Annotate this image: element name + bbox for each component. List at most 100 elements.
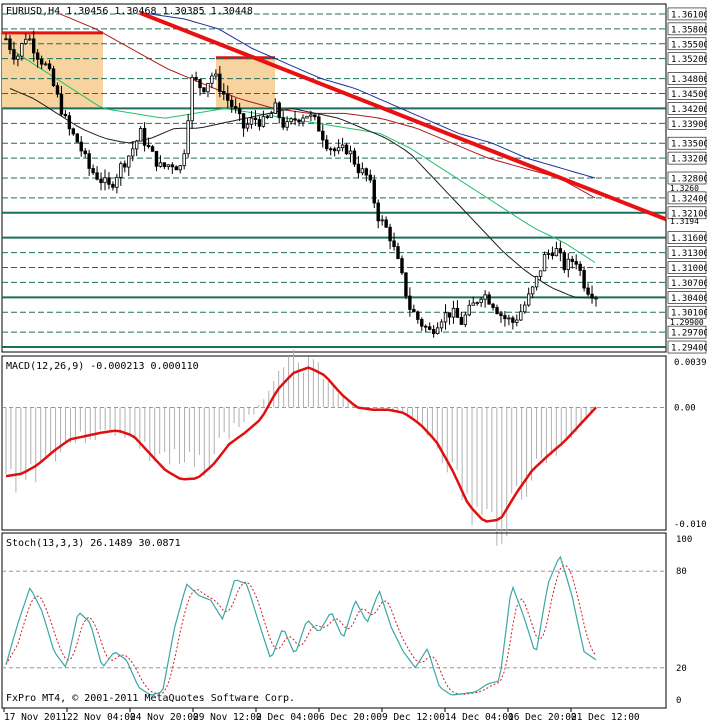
macd-axis-label: -0.01019 xyxy=(674,520,707,530)
candle-body xyxy=(321,130,325,141)
candle-body xyxy=(467,304,471,316)
candle-body xyxy=(119,163,123,178)
candle-body xyxy=(455,307,460,318)
candle-body xyxy=(95,172,99,180)
candle-body xyxy=(289,118,293,123)
candle-body xyxy=(479,298,483,304)
candle-body xyxy=(214,73,218,77)
candle-body xyxy=(59,93,64,115)
price-level-label: 1.33900 xyxy=(671,120,707,130)
candle-body xyxy=(150,146,155,152)
candle-body xyxy=(131,148,135,157)
price-level-label: 1.34500 xyxy=(671,90,707,100)
candle-body xyxy=(495,307,499,315)
candle-body xyxy=(534,275,539,288)
candle-body xyxy=(134,140,139,150)
candle-body xyxy=(261,116,266,127)
candle-body xyxy=(39,58,44,65)
descending-trendline xyxy=(139,11,667,222)
price-level-label: 1.36100 xyxy=(671,10,707,20)
price-level-label: 1.35200 xyxy=(671,55,707,65)
candle-body xyxy=(550,253,555,257)
candle-body xyxy=(352,150,357,165)
price-level-label: 1.33500 xyxy=(671,140,707,150)
price-level-label: 1.34800 xyxy=(671,75,707,85)
candle-body xyxy=(91,168,95,174)
candle-body xyxy=(340,144,345,149)
stoch-k-line xyxy=(5,555,597,696)
price-panel[interactable]: 1.36100 1.35800 1.35500 1.35200 1.34800 1.345… xyxy=(1,3,707,354)
candle-body xyxy=(281,117,285,128)
candle-body xyxy=(237,108,242,115)
candle-body xyxy=(115,176,119,188)
price-level-label: 1.35500 xyxy=(671,40,707,50)
candle-body xyxy=(297,119,301,123)
candle-body xyxy=(511,317,515,323)
candle-body xyxy=(400,258,404,274)
candle-body xyxy=(138,128,143,142)
price-tag-box xyxy=(667,87,707,100)
candle-body xyxy=(206,82,210,93)
candle-body xyxy=(336,147,341,152)
candle-body xyxy=(123,163,127,168)
copyright-footer: FxPro MT4, © 2001-2011 MetaQuotes Softwa… xyxy=(6,693,295,704)
time-axis-label: 22 Nov 04:00 xyxy=(67,712,136,723)
candle-body xyxy=(582,270,586,289)
time-axis-label: 24 Nov 20:00 xyxy=(130,712,199,723)
price-tag-box xyxy=(667,151,707,165)
candle-body xyxy=(364,168,369,176)
candle-body xyxy=(174,166,178,171)
candle-body xyxy=(71,128,76,135)
price-level-label: 1.31300 xyxy=(671,249,707,259)
candle-body xyxy=(265,116,270,118)
candle-body xyxy=(519,311,523,321)
candle-body xyxy=(75,133,79,143)
candle-body xyxy=(503,315,507,320)
candle-body xyxy=(127,155,131,168)
candle-body xyxy=(230,99,234,107)
candle-body xyxy=(538,270,543,277)
candle-body xyxy=(566,258,570,271)
candle-body xyxy=(182,153,186,167)
candle-body xyxy=(24,38,28,44)
candle-body xyxy=(43,63,48,66)
stochastic-panel-title: Stoch(13,3,3) 26.1489 30.0871 xyxy=(6,538,181,549)
candle-body xyxy=(530,286,535,295)
candle-body xyxy=(166,164,171,168)
time-axis-label: 14 Dec 04:00 xyxy=(445,712,514,723)
candle-body xyxy=(590,293,594,299)
stoch-axis-label: 0 xyxy=(676,696,681,706)
candle-body xyxy=(51,68,56,87)
price-level-label: 1.31600 xyxy=(671,234,707,244)
price-marker-label: 1.3194 xyxy=(670,217,699,226)
ma-blue-line xyxy=(149,13,596,179)
candle-body xyxy=(293,118,297,121)
candle-body xyxy=(249,117,254,125)
price-tag-box xyxy=(667,37,707,51)
price-tag-box xyxy=(667,52,707,65)
price-level-label: 1.29700 xyxy=(671,329,707,339)
candle-body xyxy=(162,162,167,168)
macd-axis-label: 0.00 xyxy=(674,403,696,413)
candle-body xyxy=(4,38,8,41)
macd-panel[interactable]: 0.00397 0.00 -0.01019 xyxy=(1,349,707,546)
candle-body xyxy=(218,73,222,92)
candle-body xyxy=(376,202,380,222)
candle-body xyxy=(233,106,238,109)
candle-body xyxy=(67,115,72,130)
price-tag-box xyxy=(667,291,707,304)
candle-body xyxy=(348,150,353,155)
candle-body xyxy=(79,141,83,152)
price-tag-box xyxy=(667,231,707,244)
candle-body xyxy=(111,183,115,188)
candle-body xyxy=(178,165,182,171)
stochastic-panel[interactable]: 100 80 20 0 xyxy=(1,532,692,709)
candle-body xyxy=(241,113,246,129)
candle-body xyxy=(277,102,281,119)
price-tag-box xyxy=(667,102,707,115)
candle-body xyxy=(360,168,365,174)
candle-body xyxy=(328,148,333,151)
candle-body xyxy=(408,295,412,310)
candle-body xyxy=(210,75,214,84)
